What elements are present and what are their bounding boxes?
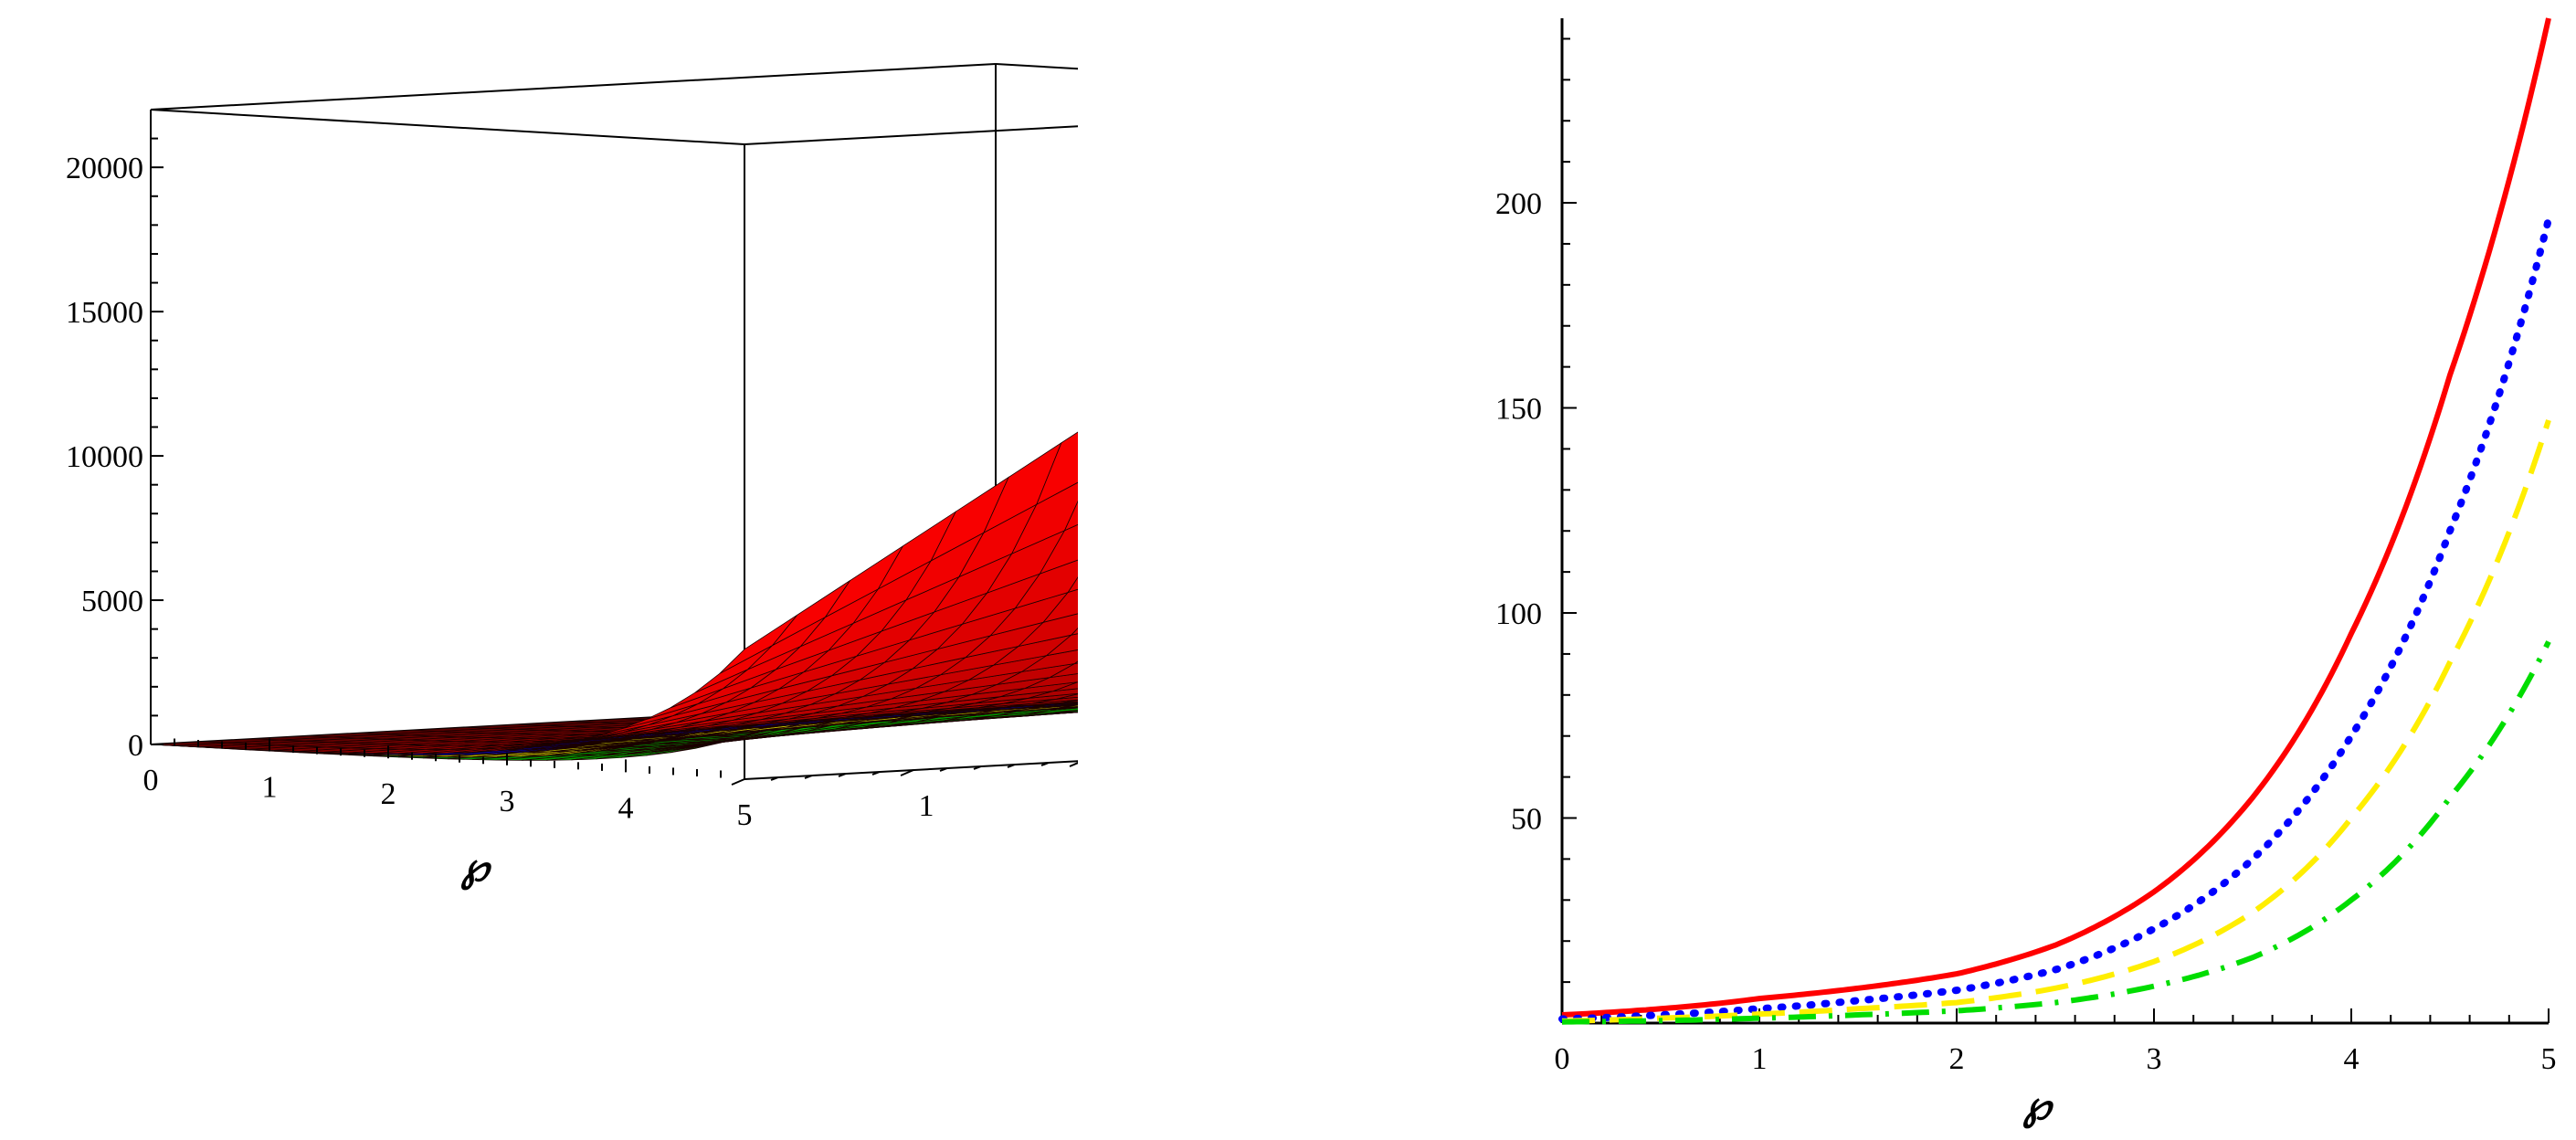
x-tick-label: 3 (2147, 1042, 2162, 1076)
surface-ff0000 (150, 431, 1078, 755)
x-tick-label: 5 (737, 798, 753, 832)
y-tick-label: 1 (919, 789, 934, 823)
y-tick-label: 150 (1495, 393, 1542, 427)
y-tick-label: 50 (1511, 803, 1542, 837)
z-tick-label: 5000 (81, 585, 143, 618)
z-tick-label: 20000 (66, 152, 143, 185)
surface-patch (1070, 628, 1078, 636)
surface-patch (1056, 693, 1078, 700)
x-tick-label: 1 (262, 771, 278, 805)
x-axis-title: ℘ (2022, 1083, 2054, 1129)
x-tick-label: 0 (1555, 1042, 1570, 1076)
y-tick-label: 200 (1495, 187, 1542, 221)
surface-patch (1067, 576, 1078, 594)
surface-patch (1036, 431, 1078, 506)
surface-patch (1028, 688, 1078, 699)
series-line-4 (1561, 640, 2551, 1025)
x-axis-title: ℘ (460, 845, 492, 891)
surface-patch (1014, 559, 1078, 609)
box-edge (995, 63, 1078, 70)
surface-patch (1010, 481, 1078, 554)
y-tick-mark (939, 767, 948, 772)
box-edge (150, 63, 997, 111)
surface-patch (1003, 692, 1078, 704)
y-tick-mark (871, 771, 881, 776)
y-tick-mark (1007, 764, 1016, 768)
surface-patch (1031, 696, 1078, 704)
box-edge (744, 125, 1078, 145)
x-tick-label: 4 (618, 791, 634, 825)
surface-patch (1063, 501, 1078, 532)
box-edge (150, 109, 745, 145)
series-line-3 (1561, 419, 2551, 1024)
line-plot-panel: 0 1 2 3 4 5 50 100 150 200 ℘ (1407, 0, 2576, 1140)
x-tick-label: 5 (2541, 1042, 2557, 1076)
x-tick-label: 4 (2344, 1042, 2360, 1076)
surface-patch (1074, 660, 1078, 664)
y-tick-mark (804, 775, 813, 779)
x-tick-label: 2 (1949, 1042, 1965, 1076)
x-tick-label: 1 (1752, 1042, 1768, 1076)
surface-patch (1042, 588, 1078, 623)
y-tick-mark (973, 765, 982, 770)
surface-patch (1000, 681, 1078, 698)
y-tick-label: 100 (1495, 597, 1542, 631)
z-tick-label: 15000 (66, 296, 143, 330)
series-line-1 (1561, 17, 2551, 1018)
surface-patch (1052, 681, 1078, 691)
y-tick-mark (1040, 762, 1050, 766)
y-tick-mark (1069, 762, 1078, 767)
surface-patch (1045, 633, 1078, 657)
surface-patch (1050, 662, 1078, 678)
x-tick-label: 0 (143, 764, 159, 797)
box-edge (744, 760, 1078, 780)
surface-patch (1060, 700, 1078, 703)
y-tick-mark (770, 776, 779, 781)
surface-patch (1025, 673, 1078, 689)
z-tick-label: 10000 (66, 440, 143, 474)
surface-patch (1021, 649, 1078, 672)
line-plot: 0 1 2 3 4 5 50 100 150 200 ℘ (1495, 17, 2557, 1129)
surface-patch (1025, 707, 1078, 715)
y-tick-mark (900, 769, 914, 776)
y-tick-mark (838, 773, 847, 777)
x-tick-label: 2 (381, 777, 396, 811)
x-tick-label: 3 (500, 785, 515, 818)
series-line-2 (1558, 216, 2552, 1023)
surface-patch (1017, 613, 1078, 648)
y-tick-mark (731, 778, 745, 786)
z-tick-label: 0 (128, 729, 143, 763)
surface-patch (1039, 523, 1078, 575)
surface-patch (1056, 704, 1078, 709)
